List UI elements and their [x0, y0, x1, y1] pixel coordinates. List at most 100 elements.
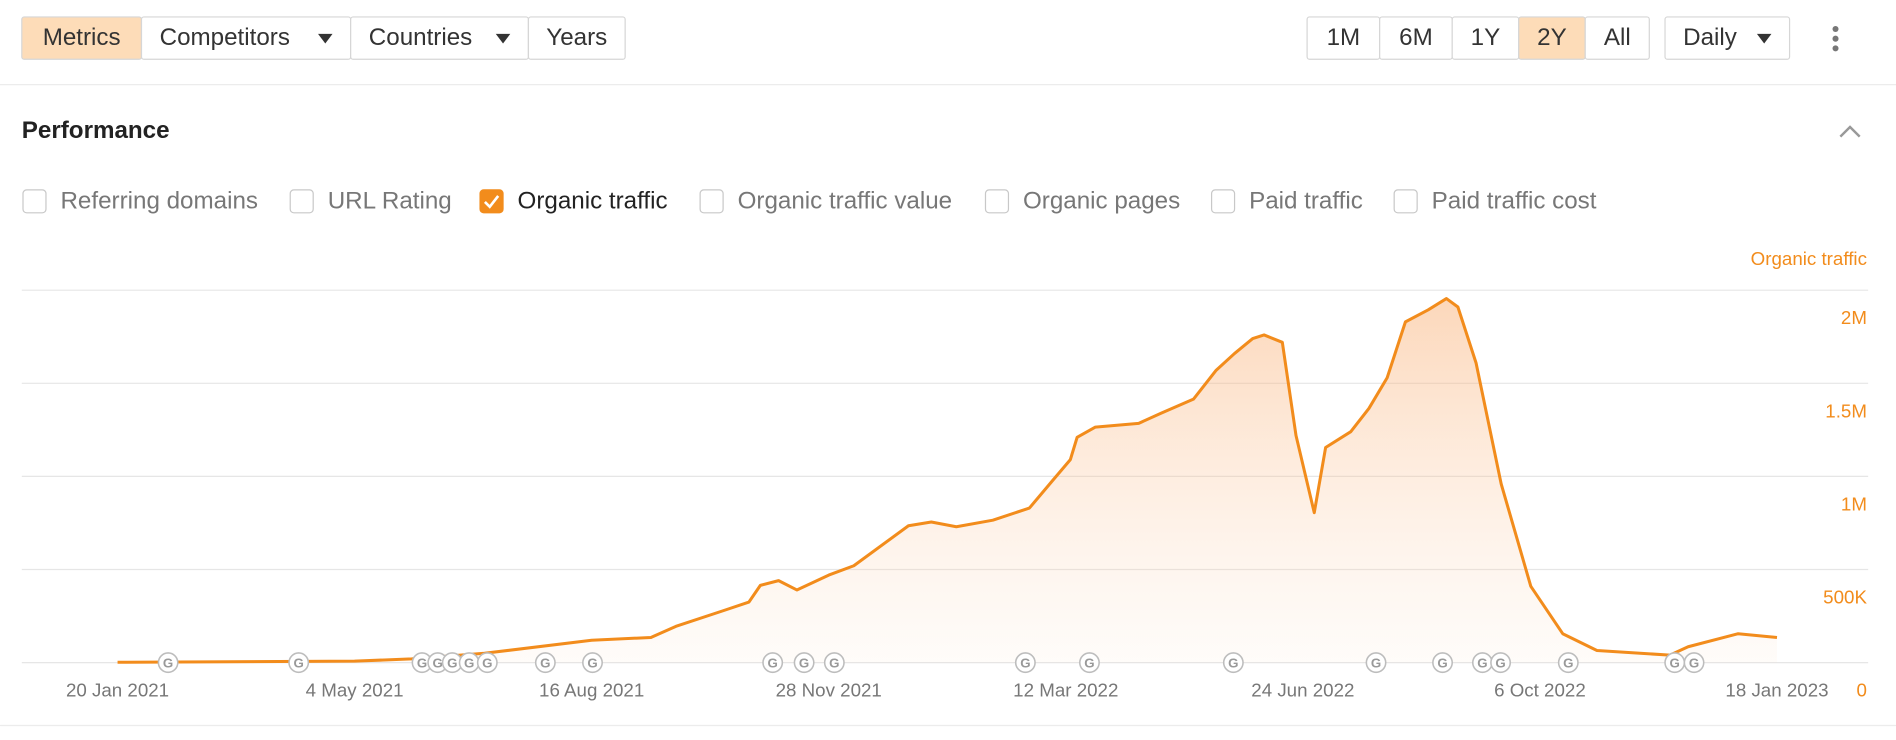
metric-checkbox[interactable]: Paid traffic cost	[1393, 187, 1597, 214]
interval-select[interactable]: Daily	[1664, 16, 1791, 60]
dropdown-arrow	[495, 33, 511, 44]
marker-circle	[582, 652, 603, 674]
range-button[interactable]: 1Y	[1451, 16, 1520, 60]
button-label: 1M	[1327, 24, 1361, 51]
checkbox	[289, 189, 314, 214]
metric-checkbox[interactable]: Referring domains	[22, 187, 258, 214]
checkbox	[699, 189, 724, 214]
update-marker[interactable]: G	[157, 652, 179, 674]
update-marker[interactable]: G	[1471, 652, 1493, 674]
marker-label: G	[464, 655, 474, 670]
x-tick-label: 16 Aug 2021	[539, 680, 644, 701]
marker-circle	[1683, 652, 1705, 674]
update-marker[interactable]: G	[1432, 652, 1454, 674]
marker-label: G	[1437, 655, 1447, 670]
metric-checkbox[interactable]: Paid traffic	[1210, 187, 1363, 214]
dropdown-arrow	[318, 33, 333, 44]
button-bg	[1664, 16, 1791, 60]
checkbox	[984, 189, 1010, 214]
update-marker[interactable]: G	[582, 652, 603, 674]
marker-label: G	[1477, 655, 1487, 670]
button-label: Years	[546, 24, 607, 51]
metric-checkbox[interactable]: Organic traffic	[479, 187, 668, 214]
y-tick-label: 1.5M	[1825, 400, 1867, 421]
marker-label: G	[1563, 655, 1573, 670]
update-marker[interactable]: G	[476, 652, 498, 674]
range-button[interactable]: 6M	[1379, 16, 1453, 60]
marker-label: G	[799, 655, 809, 670]
metric-checkbox[interactable]: Organic pages	[984, 187, 1180, 214]
marker-circle	[1432, 652, 1454, 674]
marker-label: G	[1228, 655, 1238, 670]
marker-circle	[1222, 652, 1244, 674]
marker-label: G	[1020, 655, 1030, 670]
update-marker[interactable]: G	[458, 652, 480, 674]
marker-circle	[476, 652, 498, 674]
update-marker[interactable]: G	[1014, 652, 1036, 674]
marker-label: G	[447, 655, 457, 670]
range-button[interactable]: All	[1584, 16, 1650, 60]
metric-label: Paid traffic cost	[1432, 187, 1597, 214]
tab-button[interactable]: Competitors	[140, 16, 352, 60]
update-marker[interactable]: G	[1557, 652, 1579, 674]
update-marker[interactable]: G	[411, 652, 433, 674]
update-marker[interactable]: G	[823, 652, 845, 674]
tab-button[interactable]: Countries	[350, 16, 530, 60]
x-tick-label: 24 Jun 2022	[1251, 680, 1354, 701]
tab-button[interactable]: Metrics	[21, 16, 143, 60]
button-label: 1Y	[1471, 24, 1501, 51]
marker-label: G	[417, 655, 427, 670]
y-tick-label: 1M	[1841, 493, 1867, 514]
update-marker[interactable]: G	[1079, 652, 1100, 674]
x-tick-label: 6 Oct 2022	[1494, 680, 1586, 701]
update-marker[interactable]: G	[1222, 652, 1244, 674]
update-marker[interactable]: G	[1683, 652, 1705, 674]
update-marker[interactable]: G	[762, 652, 784, 674]
x-tick-label: 20 Jan 2021	[66, 680, 169, 701]
marker-circle	[823, 652, 845, 674]
tab-button[interactable]: Years	[527, 16, 626, 60]
update-marker[interactable]: G	[1664, 652, 1686, 674]
update-marker[interactable]: G	[288, 652, 310, 674]
marker-label: G	[587, 655, 597, 670]
metric-checkbox[interactable]: Organic traffic value	[699, 187, 952, 214]
dot	[1832, 45, 1839, 52]
metric-checkbox[interactable]: URL Rating	[289, 187, 452, 214]
metric-label: Referring domains	[60, 187, 257, 214]
update-marker[interactable]: G	[793, 652, 815, 674]
marker-circle	[1490, 652, 1512, 674]
marker-label: G	[540, 655, 550, 670]
collapse-icon[interactable]	[1839, 125, 1861, 138]
range-button[interactable]: 2Y	[1518, 16, 1586, 60]
marker-label: G	[1689, 655, 1699, 670]
update-marker[interactable]: G	[534, 652, 556, 674]
marker-circle	[1557, 652, 1579, 674]
marker-label: G	[294, 655, 304, 670]
dropdown-arrow	[1756, 33, 1772, 44]
checkbox	[1393, 189, 1418, 214]
button-label: Countries	[369, 24, 472, 51]
marker-circle	[1014, 652, 1036, 674]
marker-label: G	[1084, 655, 1094, 670]
traffic-line	[117, 297, 1778, 664]
y-tick-label: 0	[1857, 680, 1867, 701]
update-marker[interactable]: G	[1490, 652, 1512, 674]
marker-label: G	[433, 655, 443, 670]
update-marker[interactable]: G	[1365, 652, 1387, 674]
marker-label: G	[829, 655, 839, 670]
x-tick-label: 28 Nov 2021	[776, 680, 882, 701]
dot	[1832, 25, 1839, 33]
metric-label: Organic pages	[1023, 187, 1180, 214]
more-menu[interactable]	[1832, 25, 1839, 52]
marker-circle	[534, 652, 556, 674]
marker-circle	[288, 652, 310, 674]
button-bg	[1584, 16, 1650, 60]
x-tick-label: 12 Mar 2022	[1013, 680, 1118, 701]
button-label: Daily	[1683, 24, 1738, 51]
marker-circle	[793, 652, 815, 674]
x-tick-label: 4 May 2021	[306, 680, 404, 701]
range-button[interactable]: 1M	[1306, 16, 1381, 60]
button-label: Metrics	[43, 24, 121, 51]
button-label: All	[1604, 24, 1631, 51]
